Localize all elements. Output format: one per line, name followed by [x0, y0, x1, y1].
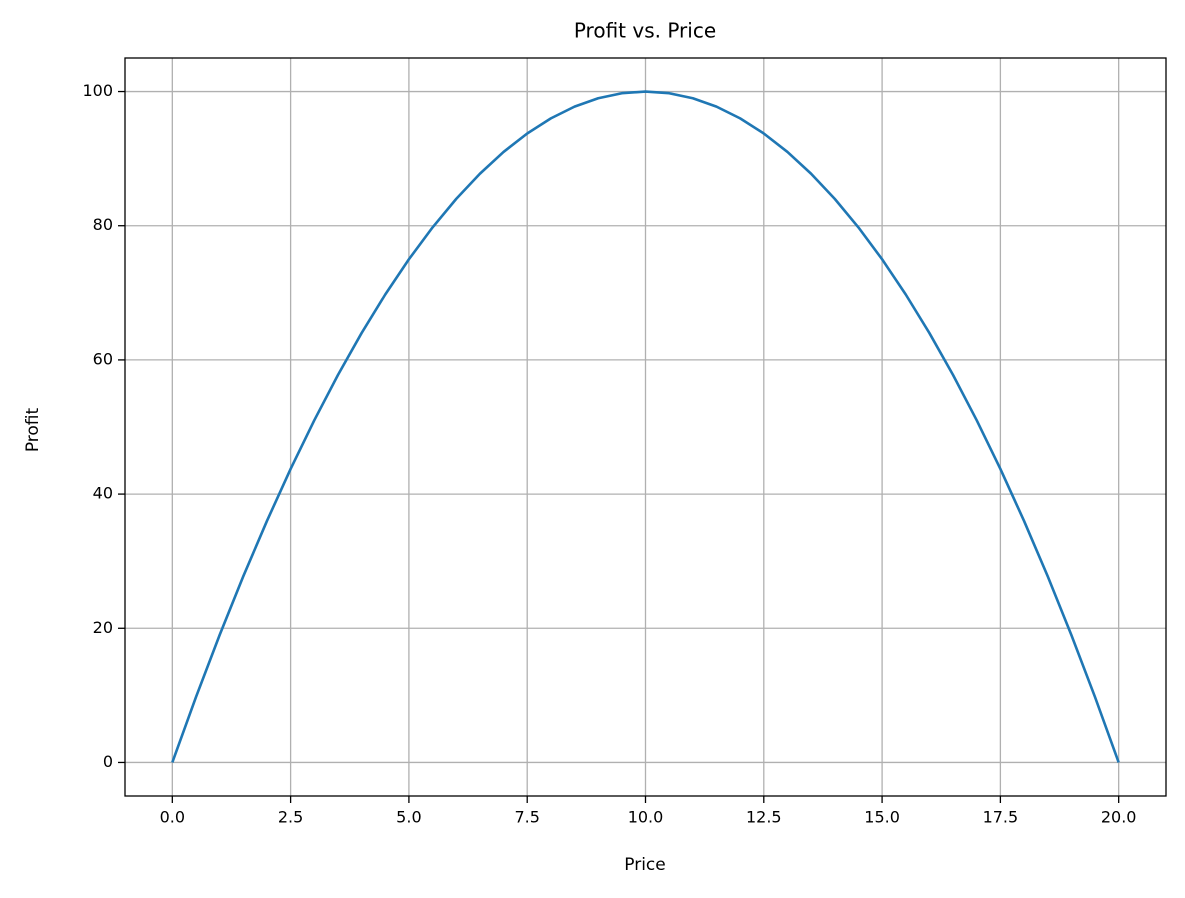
y-tick-label: 60 [93, 349, 113, 368]
x-tick-label: 2.5 [278, 808, 303, 827]
x-tick-label: 17.5 [983, 808, 1019, 827]
y-tick-label: 0 [103, 752, 113, 771]
plot-frame [124, 57, 1167, 797]
x-tick-label: 12.5 [746, 808, 782, 827]
x-tick-label: 15.0 [864, 808, 900, 827]
y-tick-label: 20 [93, 618, 113, 637]
line [171, 90, 1120, 763]
y-tick-label: 80 [93, 215, 113, 234]
x-tick-label: 7.5 [514, 808, 539, 827]
y-tick-label: 40 [93, 484, 113, 503]
y-axis-label: Profit [23, 407, 43, 452]
x-axis-label: Price [624, 855, 665, 875]
chart-title: Profit vs. Price [574, 19, 716, 43]
x-tick-label: 0.0 [160, 808, 185, 827]
x-tick-label: 5.0 [396, 808, 421, 827]
x-tick-label: 10.0 [628, 808, 664, 827]
x-tick-label: 20.0 [1101, 808, 1137, 827]
y-tick-label: 100 [82, 81, 113, 100]
